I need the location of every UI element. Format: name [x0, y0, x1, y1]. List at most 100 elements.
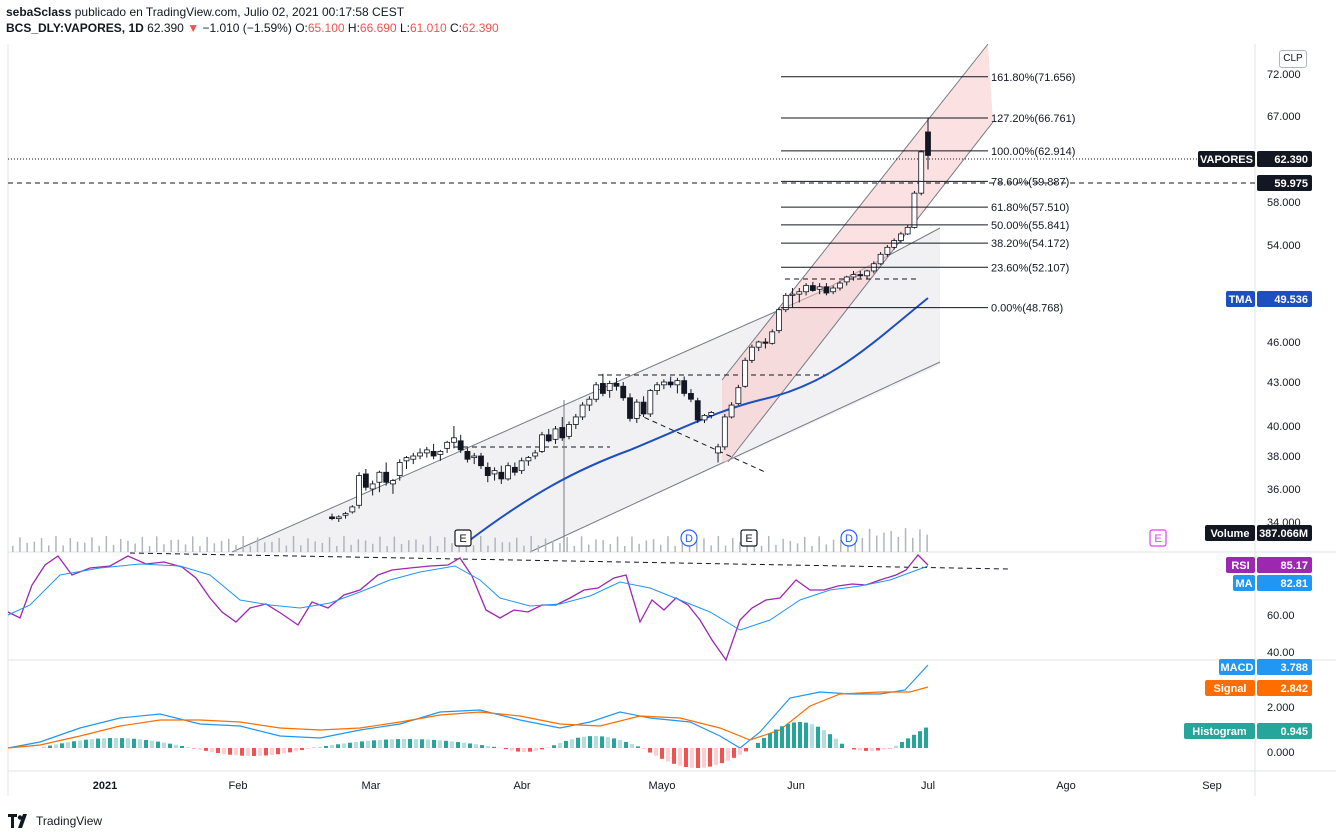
volume-bar — [429, 536, 432, 552]
volume-bar — [480, 536, 482, 552]
candle-body — [877, 253, 884, 265]
histogram-bar — [324, 745, 328, 748]
histogram-bar — [114, 738, 118, 748]
volume-bar — [307, 538, 309, 552]
open-value: 65.100 — [307, 21, 345, 35]
macd-axis-label: 0.000 — [1267, 747, 1295, 759]
time-axis-label: Abr — [513, 780, 530, 792]
volume-bar — [436, 545, 439, 552]
volume-bar — [847, 544, 849, 552]
candle-body — [769, 331, 776, 344]
candle-body — [613, 383, 620, 387]
tradingview-brand[interactable]: TradingView — [8, 814, 102, 828]
brand-label: TradingView — [36, 814, 103, 828]
histogram-bar — [108, 738, 112, 748]
histogram-bar — [864, 748, 868, 751]
candle-body — [816, 286, 823, 290]
histogram-bar — [468, 743, 472, 748]
fib-level-label: 127.20%(66.761) — [991, 113, 1075, 125]
histogram-bar — [438, 740, 442, 748]
histogram-bar — [708, 748, 712, 767]
histogram-bar — [360, 741, 364, 748]
volume-bar — [832, 539, 835, 552]
histogram-bar — [240, 748, 244, 756]
histogram-bar — [912, 734, 916, 748]
volume-bar — [926, 534, 928, 552]
histogram-bar — [414, 739, 418, 748]
histogram-bar — [738, 748, 742, 755]
volume-bar — [652, 539, 655, 552]
volume-bar — [256, 537, 259, 552]
histogram-bar — [180, 745, 184, 748]
signal-value-tag — [1257, 680, 1312, 696]
histogram-bar — [318, 746, 322, 748]
price-axis-label: 43.000 — [1267, 377, 1301, 389]
volume-bar — [112, 544, 115, 552]
macd-value-tag — [1257, 659, 1312, 675]
histogram-bar — [330, 745, 334, 748]
rsi-ma-line — [7, 563, 929, 631]
event-label: D — [845, 533, 853, 545]
histogram-bar — [522, 748, 526, 752]
macd-value-tag-text: 3.788 — [1280, 662, 1308, 674]
event-label: E — [459, 533, 466, 545]
rsi-axis-label: 40.00 — [1267, 647, 1295, 659]
gray-channel-upper — [231, 291, 821, 553]
tma-value-tag-text: 49.536 — [1274, 294, 1308, 306]
candle-body — [471, 455, 478, 459]
histogram-bar — [552, 745, 556, 748]
volume-bar — [422, 544, 424, 552]
volume-bar — [156, 536, 158, 552]
histogram-bar — [678, 748, 682, 766]
volume-bar — [724, 545, 727, 552]
candle-body — [782, 294, 789, 311]
histogram-bar — [162, 742, 166, 748]
fib-level-label: 100.00%(62.914) — [991, 146, 1075, 158]
histogram-bar — [882, 748, 886, 750]
histogram-bar — [306, 748, 310, 749]
candle-body — [559, 427, 566, 439]
histogram-bar — [294, 748, 298, 752]
histogram-bar — [672, 748, 676, 764]
rsi-value-tag — [1257, 557, 1312, 573]
candle-body — [606, 383, 613, 391]
price-axis-label: 40.000 — [1267, 421, 1301, 433]
rsi-ma-name-text: MA — [1235, 578, 1252, 590]
histogram-bar — [174, 744, 178, 748]
histogram-bar — [354, 742, 358, 748]
time-axis-label: Mayo — [649, 780, 676, 792]
candle-body — [593, 384, 600, 400]
gray-channel-lower — [529, 361, 941, 553]
chart-header: sebaSclass publicado en TradingView.com,… — [6, 4, 499, 36]
histogram-bar — [594, 736, 598, 748]
histogram-bar — [186, 747, 190, 748]
histogram-bar — [894, 745, 898, 748]
histogram-bar — [654, 748, 658, 756]
histogram-bar — [270, 748, 274, 755]
candle-body — [742, 359, 749, 387]
volume-bar — [789, 540, 792, 552]
histogram-bar — [450, 741, 454, 748]
candle-body — [660, 381, 667, 386]
volume-bar — [688, 542, 691, 552]
symbol-name[interactable]: BCS_DLY:VAPORES, 1D — [6, 21, 144, 35]
time-axis-label: Feb — [229, 780, 248, 792]
tradingview-logo-icon — [8, 814, 27, 828]
histogram-bar — [582, 736, 586, 748]
time-axis-label: Jul — [921, 780, 935, 792]
volume-bar — [609, 543, 612, 552]
candle-body — [891, 240, 898, 248]
author-name[interactable]: sebaSclass — [6, 5, 72, 19]
histogram-bar — [636, 746, 640, 748]
candle-body — [600, 383, 606, 394]
currency-badge[interactable]: CLP — [1279, 50, 1307, 68]
histogram-bar — [714, 748, 718, 766]
macd-axis-label: 2.000 — [1267, 702, 1295, 714]
candle-body — [390, 480, 396, 485]
histogram-name-tag — [1184, 723, 1255, 739]
volume-bar — [746, 542, 748, 552]
volume-bar — [40, 538, 43, 552]
candle-body — [417, 452, 423, 457]
fib-level-label: 0.00%(48.768) — [991, 303, 1063, 315]
